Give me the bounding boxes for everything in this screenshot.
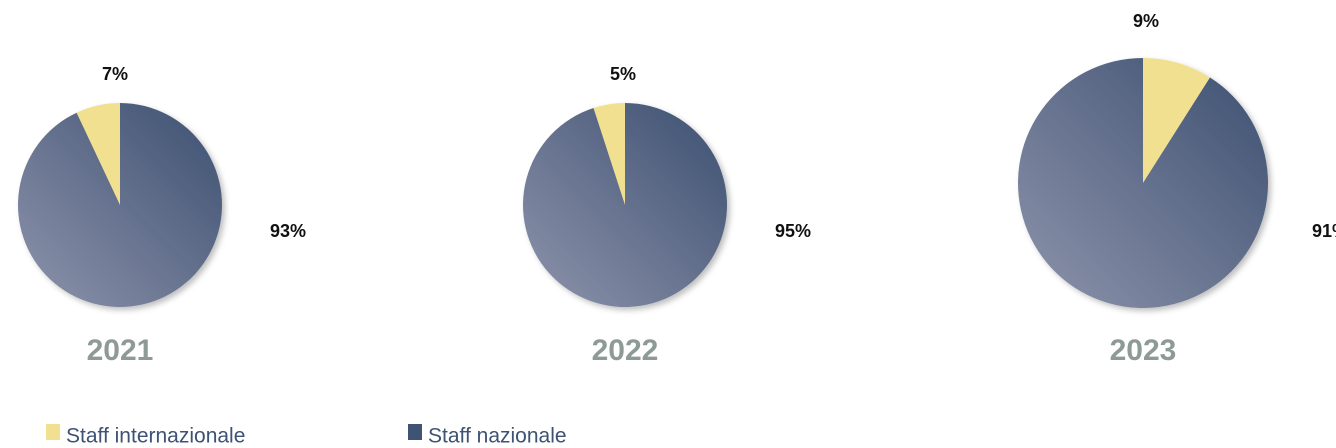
slice-label: 95% bbox=[775, 221, 811, 241]
slice-label: 9% bbox=[1133, 11, 1159, 31]
pie bbox=[17, 103, 222, 308]
pie-slice bbox=[76, 103, 120, 205]
legend-label: Staff internazionale bbox=[66, 425, 245, 448]
slice-label: 7% bbox=[102, 64, 128, 84]
legend-label: Staff nazionale bbox=[428, 425, 567, 448]
slice-label: 5% bbox=[610, 64, 636, 84]
legend-swatch bbox=[408, 424, 422, 440]
pie-slice bbox=[17, 103, 222, 308]
pie-slice bbox=[1143, 58, 1210, 183]
pie-slice bbox=[523, 103, 727, 308]
pie-slice bbox=[593, 103, 625, 205]
chart-title: 2023 bbox=[1110, 334, 1177, 367]
pie bbox=[1018, 58, 1269, 309]
pie-slice bbox=[1018, 58, 1269, 309]
slice-label: 93% bbox=[270, 221, 306, 241]
chart-title: 2021 bbox=[87, 334, 154, 367]
slice-label: 91% bbox=[1312, 221, 1336, 241]
legend-swatch bbox=[46, 424, 60, 440]
chart-title: 2022 bbox=[592, 334, 659, 367]
pie bbox=[523, 103, 727, 308]
